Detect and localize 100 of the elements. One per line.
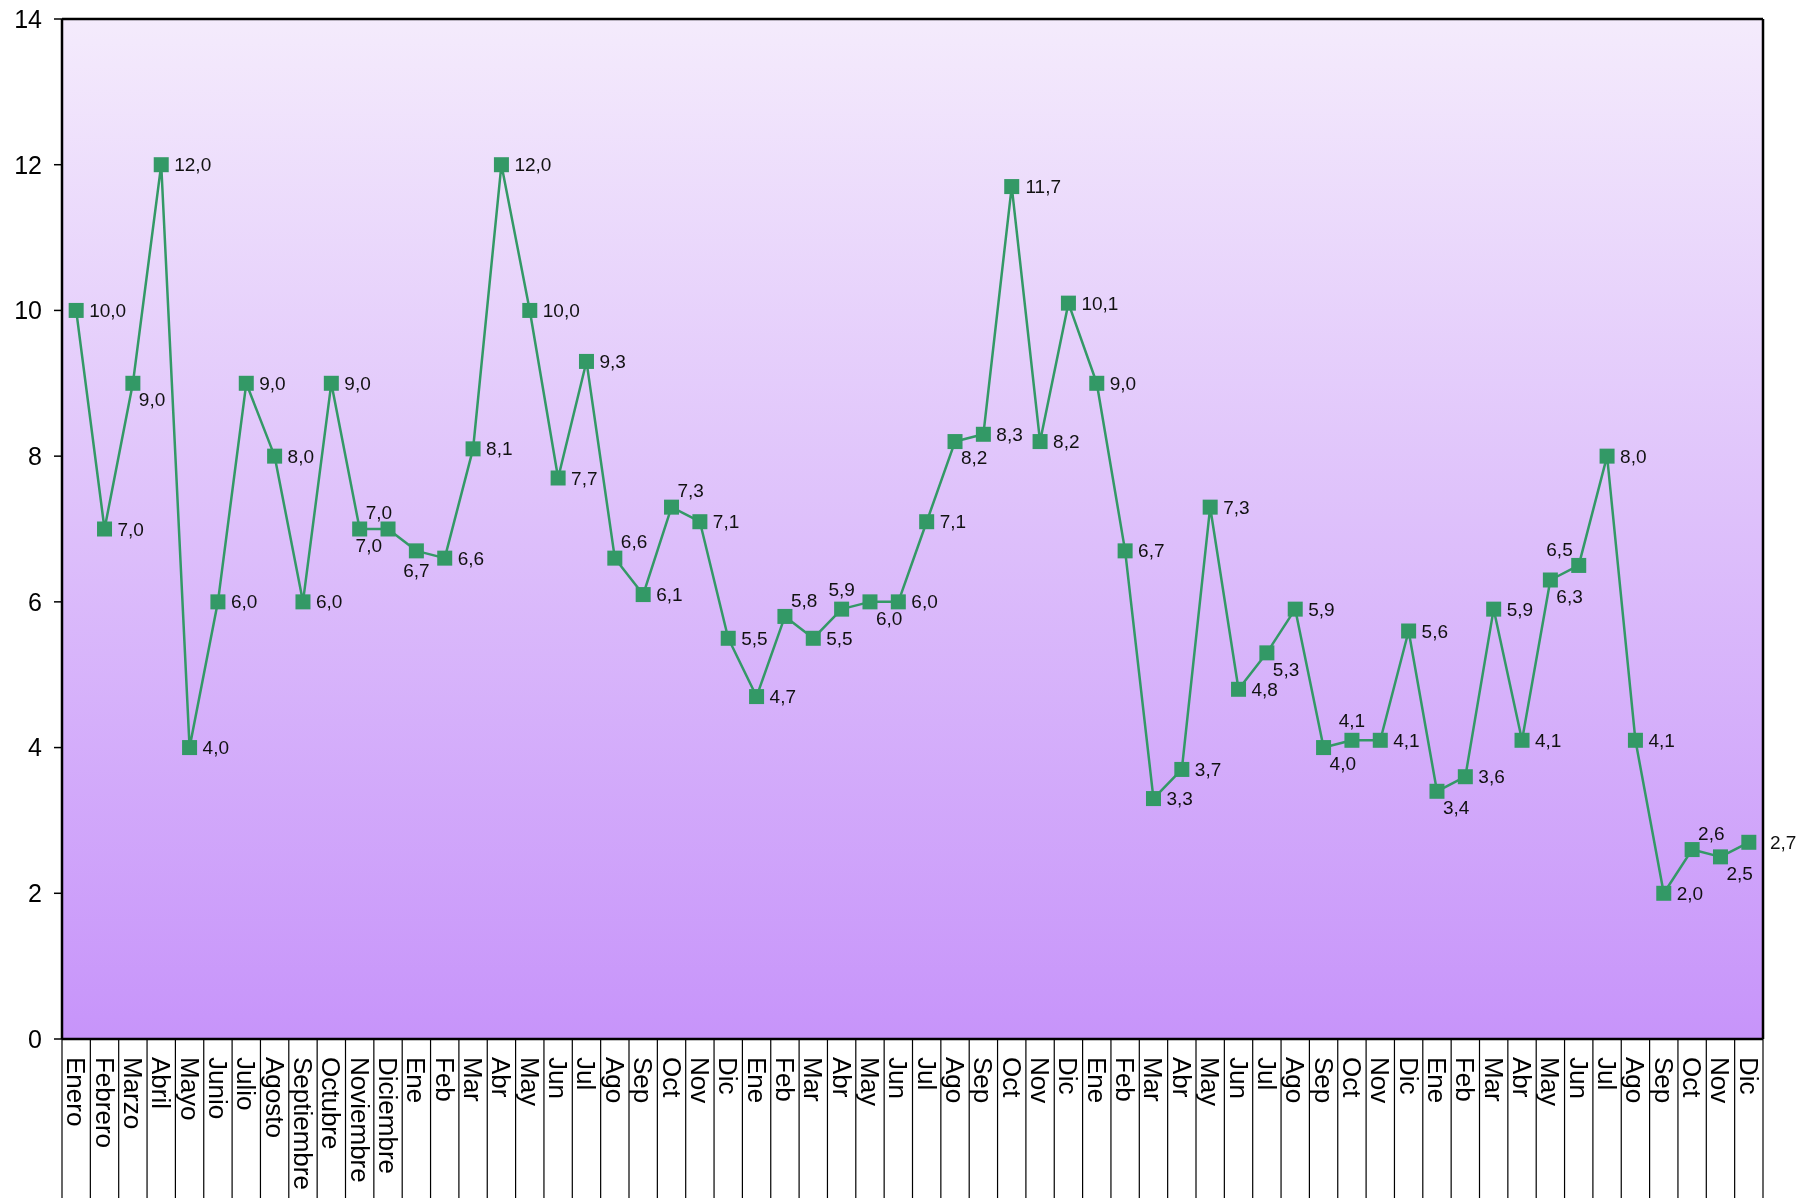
data-label: 2,0 [1676, 882, 1704, 904]
data-label: 7,3 [1223, 496, 1250, 518]
data-label: 4,0 [1329, 753, 1356, 775]
x-tick-label: Dic [1053, 1057, 1084, 1095]
x-tick-label: Jul [571, 1057, 602, 1091]
point [1741, 834, 1757, 850]
x-tick-label: Diciembre [373, 1057, 404, 1175]
x-tick-label: May [854, 1057, 885, 1107]
data-label: 7,7 [571, 467, 598, 489]
data-label: 4,1 [1535, 729, 1562, 751]
point [749, 689, 765, 705]
x-tick-label: Nov [1025, 1057, 1056, 1104]
data-label: 5,9 [828, 579, 855, 601]
data-label: 4,1 [1393, 729, 1420, 751]
point [437, 550, 453, 566]
y-tick-label: 10 [14, 296, 42, 325]
x-tick-label: Noviembre [344, 1057, 375, 1183]
point [635, 587, 651, 603]
point [1372, 732, 1388, 748]
point [295, 594, 311, 610]
y-tick-label: 14 [14, 4, 43, 33]
point [238, 375, 254, 391]
point [1429, 783, 1445, 799]
point [1117, 543, 1133, 559]
y-tick-label: 4 [28, 733, 43, 762]
data-label: 8,3 [996, 423, 1023, 445]
data-label: 3,6 [1478, 766, 1505, 788]
x-tick-label: Agosto [259, 1057, 290, 1138]
x-tick-label: Mar [1478, 1057, 1509, 1103]
point [834, 601, 850, 617]
data-label: 2,6 [1698, 822, 1725, 844]
x-tick-label: Dic [1733, 1057, 1764, 1095]
point [522, 302, 538, 318]
point [1032, 434, 1048, 450]
point [1202, 499, 1218, 515]
point [380, 521, 396, 537]
data-label: 5,9 [1506, 598, 1534, 620]
x-tick-label: May [514, 1057, 545, 1107]
data-label: 6,5 [1546, 538, 1573, 560]
point [1712, 849, 1728, 865]
data-label: 5,3 [1272, 658, 1300, 680]
data-label: 4,0 [202, 737, 229, 759]
point [1231, 681, 1247, 697]
point [1401, 623, 1417, 639]
point [947, 434, 963, 450]
data-label: 3,3 [1166, 788, 1193, 810]
point [408, 543, 424, 559]
point [1060, 295, 1076, 311]
x-tick-label: Feb [1450, 1057, 1481, 1102]
x-tick-label: Jul [911, 1057, 942, 1091]
point [210, 594, 226, 610]
x-tick-label: Mayo [174, 1057, 205, 1121]
x-tick-label: Ene [741, 1057, 772, 1104]
x-tick-label: Jun [1563, 1057, 1594, 1099]
x-tick-label: Septiembre [287, 1057, 318, 1190]
point [97, 521, 113, 537]
point [1259, 645, 1275, 661]
x-tick-label: Ene [1081, 1057, 1112, 1104]
x-tick-label: Jun [543, 1057, 574, 1099]
data-label: 4,7 [769, 686, 796, 708]
data-label: 4,1 [1338, 710, 1366, 732]
point [1542, 572, 1558, 588]
x-tick-label: Feb [1110, 1057, 1141, 1102]
x-tick-label: Dic [1393, 1057, 1424, 1095]
data-label: 7,1 [939, 511, 967, 533]
point [1514, 732, 1530, 748]
data-label: 2,7 [1769, 831, 1797, 853]
data-label: 9,0 [259, 372, 286, 394]
point [323, 375, 339, 391]
x-tick-label: May [1535, 1057, 1566, 1107]
data-label: 9,0 [344, 372, 371, 394]
data-label: 6,7 [403, 559, 430, 581]
point [1571, 557, 1587, 573]
point [1486, 601, 1502, 617]
point [465, 441, 481, 457]
x-tick-label: Dic [713, 1057, 744, 1095]
y-tick-label: 12 [14, 150, 42, 179]
point [862, 594, 878, 610]
point [1174, 761, 1190, 777]
x-tick-label: Oct [1336, 1057, 1367, 1099]
x-tick-label: Abr [1166, 1057, 1197, 1098]
x-tick-label: Julio [231, 1057, 262, 1111]
x-tick-label: Jun [883, 1057, 914, 1099]
data-label: 12,0 [514, 154, 552, 176]
x-tick-label: Marzo [117, 1057, 148, 1130]
point [607, 550, 623, 566]
data-label: 6,1 [656, 584, 683, 606]
x-tick-label: Nov [684, 1057, 715, 1104]
data-label: 9,0 [138, 389, 166, 411]
x-tick-label: Oct [1677, 1057, 1708, 1099]
data-label: 12,0 [174, 154, 212, 176]
point [1344, 732, 1360, 748]
x-tick-label: May [1195, 1057, 1226, 1107]
data-label: 9,0 [1109, 372, 1137, 394]
point [182, 740, 198, 756]
data-label: 6,6 [457, 547, 485, 569]
x-tick-label: Jul [1592, 1057, 1623, 1091]
data-label: 7,0 [355, 534, 383, 556]
point [68, 302, 84, 318]
data-label: 6,7 [1138, 540, 1165, 562]
